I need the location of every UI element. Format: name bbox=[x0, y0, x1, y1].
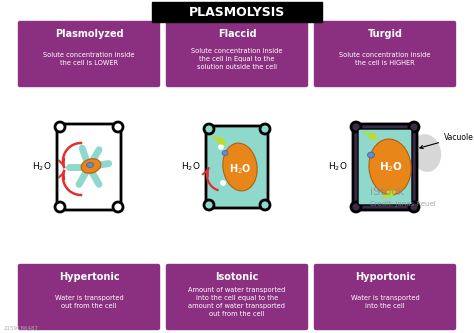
Text: Water is transported
into the cell: Water is transported into the cell bbox=[351, 295, 419, 309]
FancyBboxPatch shape bbox=[315, 22, 456, 87]
Circle shape bbox=[218, 144, 225, 151]
FancyBboxPatch shape bbox=[315, 264, 456, 329]
Ellipse shape bbox=[86, 163, 93, 167]
Circle shape bbox=[113, 202, 123, 212]
Text: PLASMOLYSIS: PLASMOLYSIS bbox=[189, 6, 285, 19]
Text: Turgid: Turgid bbox=[367, 29, 402, 39]
Text: Isotonic: Isotonic bbox=[215, 272, 259, 282]
Circle shape bbox=[260, 124, 270, 134]
Text: Flaccid: Flaccid bbox=[218, 29, 256, 39]
Circle shape bbox=[204, 124, 214, 134]
Text: Solute concentration inside
the cell is HIGHER: Solute concentration inside the cell is … bbox=[339, 52, 431, 66]
Ellipse shape bbox=[411, 134, 441, 172]
FancyBboxPatch shape bbox=[57, 124, 121, 210]
Ellipse shape bbox=[82, 161, 96, 173]
FancyBboxPatch shape bbox=[152, 2, 322, 22]
Circle shape bbox=[409, 122, 419, 132]
FancyBboxPatch shape bbox=[166, 264, 308, 329]
Text: Solute concentration inside
the cell is LOWER: Solute concentration inside the cell is … bbox=[43, 52, 135, 66]
Circle shape bbox=[260, 200, 270, 210]
Ellipse shape bbox=[81, 159, 101, 173]
Text: H$_2$O: H$_2$O bbox=[379, 160, 403, 174]
Circle shape bbox=[55, 122, 65, 132]
FancyBboxPatch shape bbox=[206, 126, 268, 208]
Circle shape bbox=[204, 200, 214, 210]
Text: iStock: iStock bbox=[370, 187, 404, 197]
Ellipse shape bbox=[223, 143, 257, 191]
FancyBboxPatch shape bbox=[166, 22, 308, 87]
Text: H$_2$O: H$_2$O bbox=[328, 161, 348, 173]
Text: Hypertonic: Hypertonic bbox=[59, 272, 119, 282]
Circle shape bbox=[219, 179, 227, 186]
Text: Credit: Jonas Reuel: Credit: Jonas Reuel bbox=[370, 201, 436, 207]
Text: Hyportonic: Hyportonic bbox=[355, 272, 415, 282]
Text: Vacuole: Vacuole bbox=[420, 133, 474, 149]
Text: H$_2$O: H$_2$O bbox=[32, 161, 52, 173]
Text: Plasmolyzed: Plasmolyzed bbox=[55, 29, 123, 39]
Circle shape bbox=[55, 202, 65, 212]
Ellipse shape bbox=[367, 152, 374, 158]
Circle shape bbox=[409, 202, 419, 212]
Text: Water is transported
out from the cell: Water is transported out from the cell bbox=[55, 295, 123, 309]
FancyBboxPatch shape bbox=[353, 124, 417, 210]
FancyBboxPatch shape bbox=[18, 22, 159, 87]
Circle shape bbox=[351, 122, 361, 132]
FancyBboxPatch shape bbox=[18, 264, 159, 329]
Ellipse shape bbox=[369, 139, 411, 195]
Ellipse shape bbox=[222, 151, 228, 156]
Text: 2159186487: 2159186487 bbox=[4, 326, 39, 331]
FancyBboxPatch shape bbox=[358, 129, 412, 205]
Circle shape bbox=[113, 122, 123, 132]
Circle shape bbox=[351, 202, 361, 212]
Text: H$_2$O: H$_2$O bbox=[181, 161, 201, 173]
Text: Solute concentration inside
the cell in Equal to the
solution outside the cell: Solute concentration inside the cell in … bbox=[191, 48, 283, 70]
Text: H$_2$O: H$_2$O bbox=[228, 162, 251, 176]
Text: Amount of water transported
into the cell equal to the
amount of water transport: Amount of water transported into the cel… bbox=[188, 287, 286, 317]
